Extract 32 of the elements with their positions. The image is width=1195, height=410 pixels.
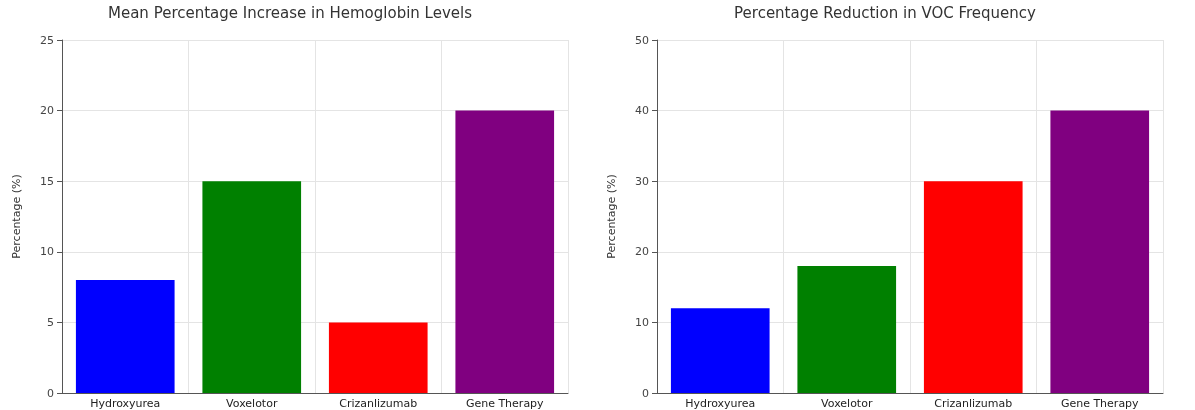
y-axis-title: Percentage (%) xyxy=(605,174,618,259)
x-tick-label: Voxelotor xyxy=(821,397,873,410)
y-tick-label: 0 xyxy=(47,386,54,400)
bar xyxy=(923,181,1023,393)
y-tick-label: 0 xyxy=(642,386,649,400)
bar xyxy=(797,265,897,393)
bar xyxy=(202,181,302,393)
x-tick-label: Gene Therapy xyxy=(465,397,545,410)
bar xyxy=(75,280,175,393)
y-axis-title: Percentage (%) xyxy=(10,174,23,259)
chart-title: Percentage Reduction in VOC Frequency xyxy=(734,3,1037,22)
y-tick-label: 40 xyxy=(635,104,649,118)
bar xyxy=(670,308,770,393)
bar xyxy=(328,322,428,393)
y-tick-label: 10 xyxy=(40,245,54,259)
y-tick-label: 20 xyxy=(40,104,54,118)
chart-title: Mean Percentage Increase in Hemoglobin Levels xyxy=(107,3,473,22)
x-tick-label: Crizanlizumab xyxy=(339,397,418,410)
y-tick-label: 15 xyxy=(40,174,54,188)
x-tick-label: Voxelotor xyxy=(226,397,278,410)
bar xyxy=(1050,110,1150,393)
x-tick-label: Gene Therapy xyxy=(1060,397,1140,410)
y-tick-label: 20 xyxy=(635,245,649,259)
y-tick-label: 30 xyxy=(635,174,649,188)
y-tick-label: 25 xyxy=(40,33,54,47)
y-tick-label: 5 xyxy=(47,315,54,329)
y-tick-label: 10 xyxy=(635,315,649,329)
x-tick-label: Crizanlizumab xyxy=(934,397,1013,410)
x-tick-label: Hydroxyurea xyxy=(90,397,161,410)
y-tick-label: 50 xyxy=(635,33,649,47)
bar xyxy=(455,110,555,393)
x-tick-label: Hydroxyurea xyxy=(685,397,756,410)
